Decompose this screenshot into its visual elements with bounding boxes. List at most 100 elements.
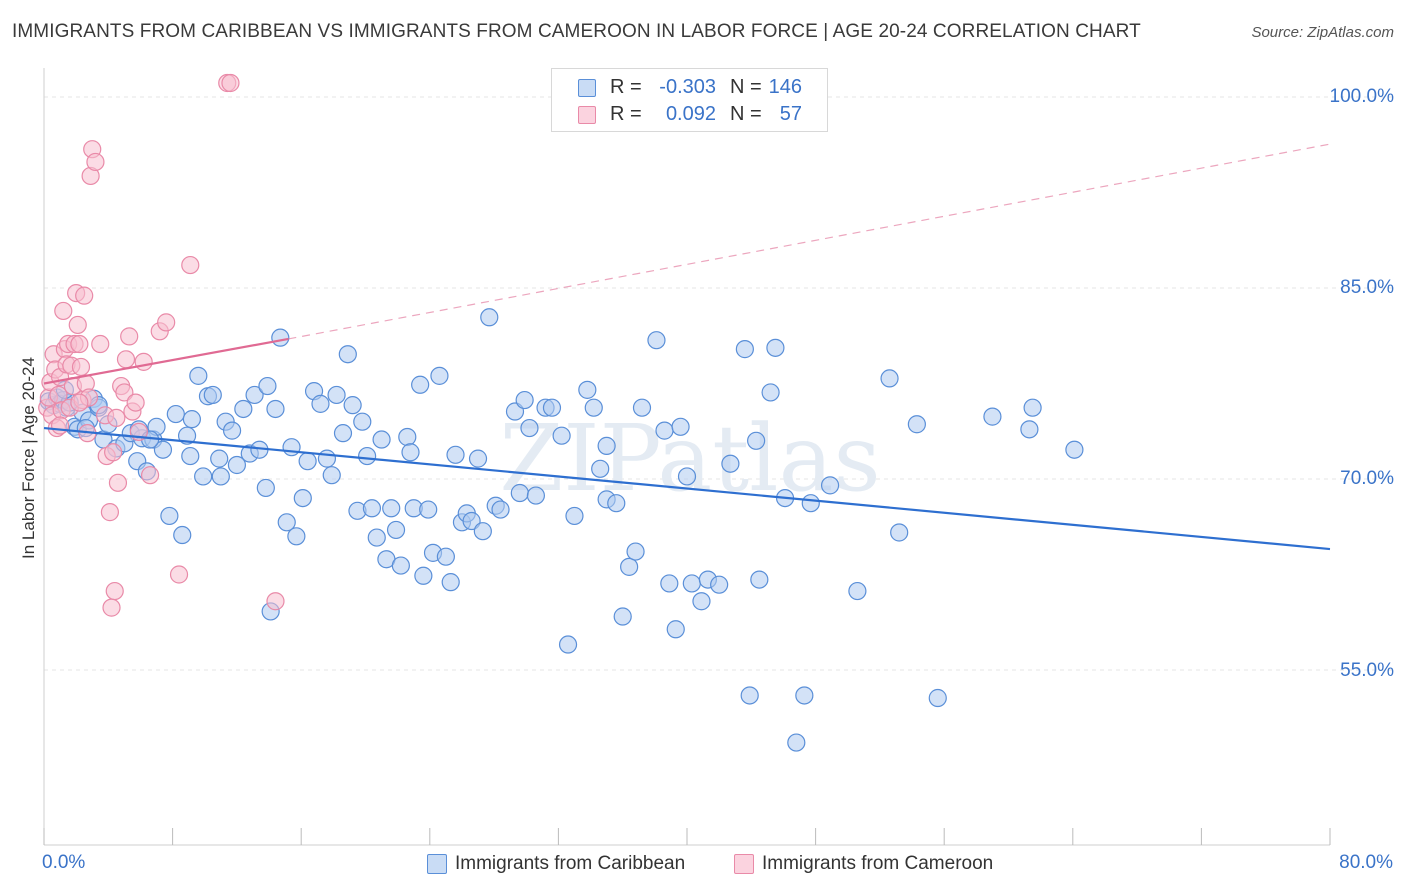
data-point	[153, 440, 173, 459]
data-point	[1020, 420, 1039, 439]
data-point	[102, 598, 121, 617]
data-point	[266, 399, 285, 419]
caribbean-trend-line	[43, 426, 1331, 551]
data-point	[54, 301, 73, 321]
data-point	[227, 455, 246, 475]
cameroon-points	[38, 73, 285, 617]
y-tick-label: 100.0%	[1329, 86, 1394, 107]
data-point	[626, 542, 645, 561]
data-point	[181, 446, 200, 466]
data-point	[907, 415, 926, 434]
data-point	[591, 459, 610, 478]
data-point	[362, 499, 382, 518]
data-point	[298, 452, 317, 471]
legend-label-cameroon: Immigrants from Cameroon	[762, 853, 994, 874]
data-point	[367, 528, 386, 547]
data-point	[210, 449, 229, 468]
data-point	[462, 511, 481, 531]
data-point	[327, 385, 346, 405]
data-point	[666, 620, 685, 639]
data-point	[446, 445, 465, 464]
data-point	[983, 407, 1002, 426]
data-point	[632, 398, 652, 417]
data-point	[787, 733, 806, 752]
data-point	[169, 565, 189, 584]
data-point	[710, 575, 729, 594]
data-point	[411, 375, 430, 394]
data-point	[607, 494, 626, 513]
data-point	[682, 574, 701, 593]
data-point	[70, 393, 89, 412]
cameroon-swatch	[734, 854, 754, 874]
data-point	[134, 352, 153, 371]
data-point	[558, 635, 578, 654]
series-legend: Immigrants from Caribbean Immigrants fro…	[0, 852, 1406, 878]
caribbean-points	[39, 308, 1084, 752]
data-point	[234, 399, 253, 419]
n-label: N =	[730, 76, 762, 98]
data-point	[436, 547, 455, 566]
data-point	[491, 500, 510, 519]
data-point	[353, 412, 372, 431]
caribbean-swatch	[578, 79, 596, 97]
data-point	[520, 418, 539, 438]
cameroon-swatch	[578, 106, 596, 124]
data-point	[311, 394, 330, 413]
data-point	[647, 331, 666, 350]
data-point	[181, 255, 200, 275]
data-point	[343, 396, 362, 415]
y-tick-label: 55.0%	[1340, 660, 1394, 681]
x-tick-label-min: 0.0%	[42, 852, 86, 873]
data-point	[173, 525, 192, 545]
data-point	[761, 383, 780, 402]
data-point	[108, 473, 128, 492]
data-point	[419, 500, 438, 519]
data-point	[245, 385, 264, 405]
cameroon-trend-line	[43, 337, 289, 385]
data-point	[801, 494, 820, 513]
data-point	[287, 527, 306, 546]
data-point	[578, 380, 597, 399]
data-point	[203, 385, 222, 405]
data-point	[116, 350, 136, 369]
r-label: R =	[610, 76, 642, 98]
legend-label-caribbean: Immigrants from Caribbean	[455, 853, 686, 874]
data-point	[317, 449, 337, 468]
n-label: N =	[730, 103, 762, 125]
legend-row-caribbean: R = -0.303 N = 146	[552, 74, 827, 100]
data-point	[104, 443, 123, 462]
data-point	[271, 328, 290, 347]
data-point	[166, 404, 185, 424]
caribbean-swatch	[427, 854, 447, 874]
data-point	[71, 357, 91, 377]
axes	[43, 68, 1331, 846]
data-point	[70, 334, 89, 354]
data-point	[880, 369, 899, 388]
cameroon-trend-extension	[288, 143, 1331, 340]
x-tick-label-max: 80.0%	[1339, 852, 1393, 873]
data-point	[620, 557, 639, 576]
data-point	[692, 592, 711, 611]
data-point	[750, 570, 769, 589]
data-point	[211, 467, 230, 486]
data-point	[820, 476, 840, 495]
watermark: ZIPatlas	[499, 405, 880, 512]
y-tick-label: 70.0%	[1340, 468, 1394, 489]
data-point	[382, 499, 401, 518]
data-point	[795, 686, 814, 705]
data-point	[256, 478, 275, 498]
data-point	[890, 523, 909, 542]
trend-lines	[43, 143, 1331, 551]
n-value: 57	[779, 103, 802, 125]
data-point	[515, 390, 534, 410]
data-point	[333, 424, 353, 443]
data-point	[160, 506, 179, 526]
data-point	[372, 430, 391, 449]
data-point	[107, 408, 126, 427]
data-point	[386, 520, 406, 540]
data-point	[441, 573, 460, 592]
data-point	[91, 334, 110, 354]
data-point	[552, 426, 571, 445]
data-point	[157, 313, 176, 332]
data-point	[182, 410, 201, 429]
